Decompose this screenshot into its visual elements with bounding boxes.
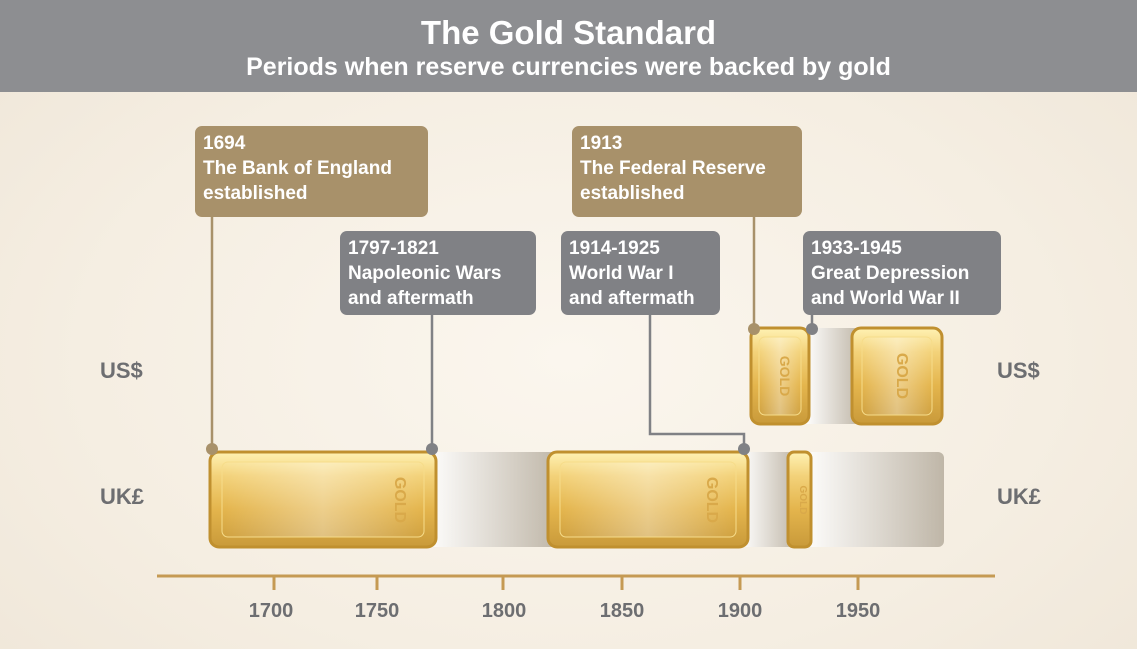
tick-label: 1700 xyxy=(248,600,294,622)
callout-line1: The Bank of England xyxy=(203,158,392,179)
row-label-uk-right: UK£ xyxy=(997,484,1042,509)
callout-line1: Napoleonic Wars xyxy=(348,263,502,284)
connector-1694 xyxy=(206,215,218,455)
callout-year: 1797-1821 xyxy=(348,238,439,259)
callout-line2: and World War II xyxy=(811,288,960,309)
connector-1933-1945 xyxy=(806,314,818,335)
gold-bar-uk-1694-1797: GOLD xyxy=(208,450,438,549)
row-label-uk-left: UK£ xyxy=(100,484,145,509)
tick-label: 1850 xyxy=(599,600,645,622)
time-axis xyxy=(157,574,995,590)
bar-fine-text: GOLD xyxy=(797,486,808,515)
header-banner: The Gold Standard Periods when reserve c… xyxy=(0,0,1137,92)
callout-line2: and aftermath xyxy=(348,288,474,309)
callout-year: 1694 xyxy=(203,133,246,154)
tick-label: 1950 xyxy=(835,600,881,622)
callout-bank-of-england: 1694 The Bank of England established xyxy=(195,126,428,217)
page-title: The Gold Standard xyxy=(420,14,717,51)
page-subtitle: Periods when reserve currencies were bac… xyxy=(246,53,891,81)
callout-line1: Great Depression xyxy=(811,263,970,284)
row-label-us-left: US$ xyxy=(100,358,143,383)
callout-great-depression: 1933-1945 Great Depression and World War… xyxy=(803,231,1001,315)
callout-world-war-i: 1914-1925 World War I and aftermath xyxy=(561,231,720,315)
connector-1913 xyxy=(748,215,760,335)
callout-year: 1914-1925 xyxy=(569,238,660,259)
callout-year: 1913 xyxy=(580,133,623,154)
callout-line1: The Federal Reserve xyxy=(580,158,766,179)
callout-line2: and aftermath xyxy=(569,288,695,309)
gold-bar-us-1913-1933: GOLD xyxy=(749,326,811,426)
callout-line1: World War I xyxy=(569,263,674,284)
connector-1797-1821 xyxy=(426,314,438,455)
gold-bar-uk-1925-1931: GOLD xyxy=(786,450,813,549)
gold-bar-uk-1821-1914: GOLD xyxy=(546,450,750,549)
tick-label: 1900 xyxy=(717,600,763,622)
uk-gap-1797-1821 xyxy=(428,452,558,547)
gold-bar-us-1945-1971: GOLD xyxy=(850,326,944,426)
callout-federal-reserve: 1913 The Federal Reserve established xyxy=(572,126,802,217)
bar-fine-text: GOLD xyxy=(703,477,720,523)
bar-fine-text: GOLD xyxy=(893,353,910,399)
tick-label: 1750 xyxy=(354,600,400,622)
row-label-us-right: US$ xyxy=(997,358,1040,383)
callout-line2: established xyxy=(203,183,308,204)
uk-gap-after-1931 xyxy=(805,452,944,547)
bar-fine-text: GOLD xyxy=(777,356,793,396)
connector-1914-1925 xyxy=(648,314,750,455)
tick-label: 1800 xyxy=(481,600,527,622)
bar-fine-text: GOLD xyxy=(391,477,408,523)
callout-line2: established xyxy=(580,183,685,204)
callout-napoleonic-wars: 1797-1821 Napoleonic Wars and aftermath xyxy=(340,231,536,315)
callout-year: 1933-1945 xyxy=(811,238,902,259)
